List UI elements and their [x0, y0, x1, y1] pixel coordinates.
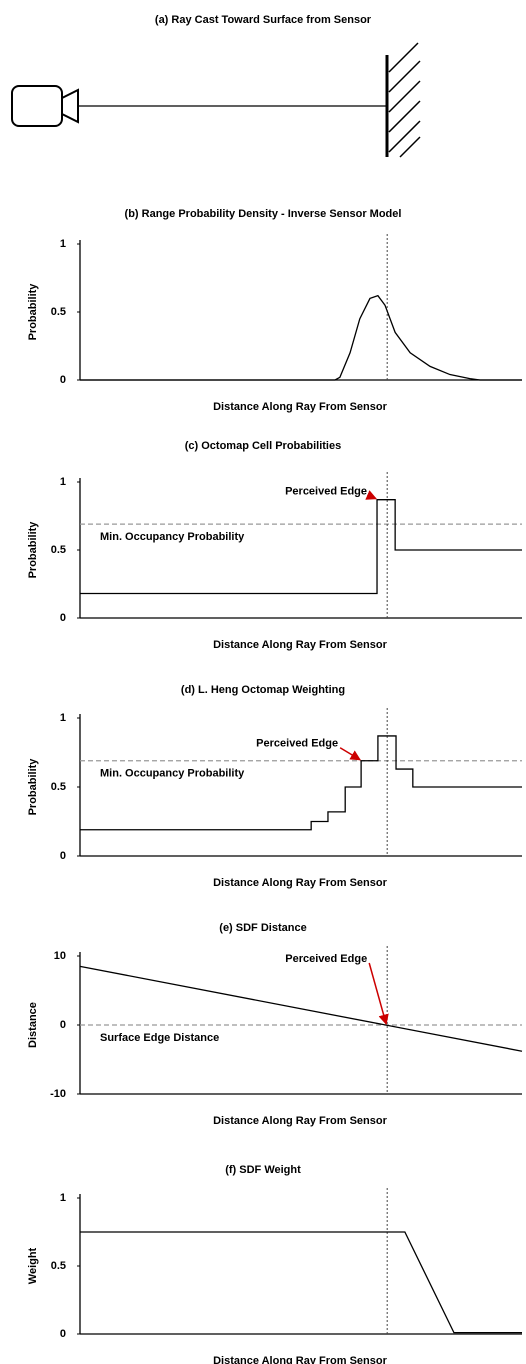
- threshold-label: Min. Occupancy Probability: [100, 768, 245, 780]
- annotation-arrow: [369, 496, 376, 499]
- data-line: [80, 500, 522, 594]
- y-tick-label: 1: [60, 712, 66, 724]
- chart-title: (f) SDF Weight: [225, 1164, 301, 1176]
- x-axis-label: Distance Along Ray From Sensor: [213, 1115, 388, 1127]
- y-tick-label: 0.5: [51, 781, 66, 793]
- chart-title: (c) Octomap Cell Probabilities: [185, 440, 341, 452]
- x-axis-label: Distance Along Ray From Sensor: [213, 877, 388, 889]
- data-line: [80, 1232, 522, 1333]
- y-tick-label: 10: [54, 950, 66, 962]
- y-tick-label: 0.5: [51, 306, 66, 318]
- data-line: [80, 296, 522, 380]
- x-axis-label: Distance Along Ray From Sensor: [213, 639, 388, 651]
- data-line: [80, 736, 522, 830]
- y-tick-label: -10: [50, 1088, 66, 1100]
- y-tick-label: 0: [60, 1019, 66, 1031]
- diagram-title: (a) Ray Cast Toward Surface from Sensor: [155, 14, 372, 26]
- y-tick-label: 1: [60, 238, 66, 250]
- y-tick-label: 0.5: [51, 544, 66, 556]
- y-tick-label: 0: [60, 1328, 66, 1340]
- annotation-arrow: [369, 963, 386, 1024]
- y-axis-label: Probability: [27, 758, 39, 816]
- y-tick-label: 1: [60, 1192, 66, 1204]
- y-tick-label: 1: [60, 476, 66, 488]
- page: (a) Ray Cast Toward Surface from Sensor …: [0, 0, 526, 1364]
- y-tick-label: 0: [60, 374, 66, 386]
- y-axis-label: Weight: [27, 1247, 39, 1284]
- annotation-label: Perceived Edge: [285, 953, 367, 965]
- chart-title: (b) Range Probability Density - Inverse …: [125, 208, 402, 220]
- threshold-label: Surface Edge Distance: [100, 1032, 219, 1044]
- y-axis-label: Probability: [27, 521, 39, 579]
- threshold-label: Min. Occupancy Probability: [100, 531, 245, 543]
- figure: (a) Ray Cast Toward Surface from Sensor …: [0, 0, 526, 1364]
- chart-title: (d) L. Heng Octomap Weighting: [181, 684, 345, 696]
- x-axis-label: Distance Along Ray From Sensor: [213, 401, 388, 413]
- annotation-label: Perceived Edge: [256, 738, 338, 750]
- y-tick-label: 0: [60, 612, 66, 624]
- y-tick-label: 0.5: [51, 1260, 66, 1272]
- annotation-arrow: [340, 748, 360, 760]
- y-axis-label: Probability: [27, 283, 39, 341]
- sensor-diagram: [12, 43, 420, 157]
- annotation-label: Perceived Edge: [285, 486, 367, 498]
- y-axis-label: Distance: [27, 1002, 39, 1048]
- chart-title: (e) SDF Distance: [219, 922, 306, 934]
- x-axis-label: Distance Along Ray From Sensor: [213, 1355, 388, 1364]
- y-tick-label: 0: [60, 850, 66, 862]
